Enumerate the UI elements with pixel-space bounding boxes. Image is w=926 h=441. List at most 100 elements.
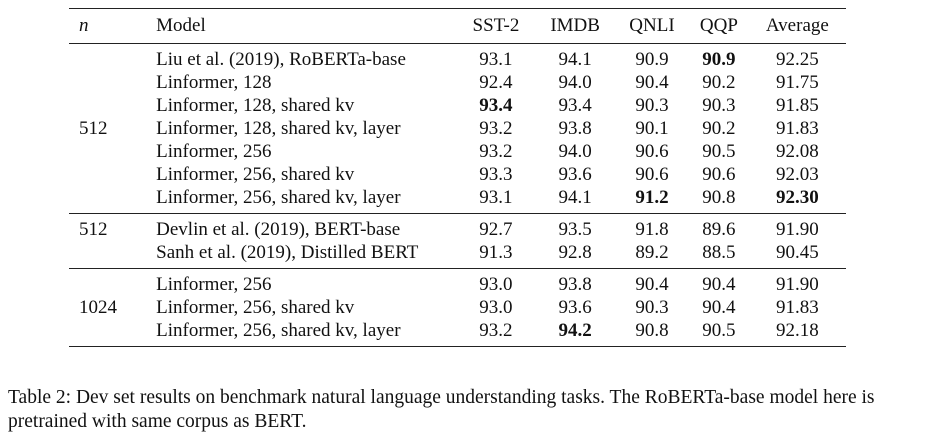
cell-imdb: 94.1: [535, 186, 614, 214]
table-header-row: n Model SST-2 IMDB QNLI QQP Average: [69, 9, 846, 44]
table-row: Linformer, 128, shared kv 93.4 93.4 90.3 90.…: [69, 94, 846, 117]
cell-average: 91.75: [749, 71, 846, 94]
cell-imdb: 94.1: [535, 44, 614, 72]
cell-n: [69, 94, 156, 117]
cell-model: Linformer, 256, shared kv, layer: [156, 319, 456, 347]
cell-model: Liu et al. (2019), RoBERTa-base: [156, 44, 456, 72]
table-row: Sanh et al. (2019), Distilled BERT 91.3 92…: [69, 241, 846, 269]
table-row: Linformer, 256 93.0 93.8 90.4 90.4 91.90: [69, 269, 846, 297]
cell-sst2: 92.4: [456, 71, 535, 94]
header-imdb: IMDB: [535, 9, 614, 44]
cell-average: 92.30: [749, 186, 846, 214]
cell-n: [69, 319, 156, 347]
cell-model: Linformer, 256: [156, 140, 456, 163]
cell-imdb: 94.0: [535, 140, 614, 163]
cell-average: 92.18: [749, 319, 846, 347]
table-row: 512 Devlin et al. (2019), BERT-base 92.7 93…: [69, 214, 846, 242]
cell-sst2: 93.1: [456, 186, 535, 214]
cell-average: 90.45: [749, 241, 846, 269]
cell-sst2: 93.1: [456, 44, 535, 72]
cell-sst2: 93.2: [456, 117, 535, 140]
cell-model: Linformer, 128: [156, 71, 456, 94]
cell-qnli: 90.4: [615, 71, 689, 94]
results-table-container: n Model SST-2 IMDB QNLI QQP Average Liu …: [69, 8, 846, 347]
cell-model: Linformer, 256: [156, 269, 456, 297]
cell-qqp: 90.8: [689, 186, 749, 214]
cell-qqp: 90.5: [689, 140, 749, 163]
cell-average: 91.85: [749, 94, 846, 117]
cell-n: [69, 44, 156, 72]
cell-qqp: 90.2: [689, 71, 749, 94]
cell-average: 91.90: [749, 214, 846, 242]
table-row: Linformer, 256, shared kv, layer 93.1 94.1…: [69, 186, 846, 214]
cell-qnli: 90.6: [615, 140, 689, 163]
table-row: Linformer, 256 93.2 94.0 90.6 90.5 92.08: [69, 140, 846, 163]
cell-model: Linformer, 128, shared kv: [156, 94, 456, 117]
cell-qnli: 91.8: [615, 214, 689, 242]
header-sst2: SST-2: [456, 9, 535, 44]
cell-model: Devlin et al. (2019), BERT-base: [156, 214, 456, 242]
table-body: Liu et al. (2019), RoBERTa-base 93.1 94.1 9…: [69, 44, 846, 347]
cell-qqp: 90.4: [689, 269, 749, 297]
table-row: 512 Linformer, 128, shared kv, layer 93.2 9…: [69, 117, 846, 140]
cell-sst2: 93.2: [456, 319, 535, 347]
cell-imdb: 94.0: [535, 71, 614, 94]
cell-model: Linformer, 256, shared kv: [156, 163, 456, 186]
cell-qqp: 90.6: [689, 163, 749, 186]
cell-n: [69, 71, 156, 94]
cell-n: 512: [69, 214, 156, 242]
cell-n: 1024: [69, 296, 156, 319]
cell-model: Linformer, 256, shared kv: [156, 296, 456, 319]
cell-qnli: 90.3: [615, 296, 689, 319]
cell-sst2: 93.0: [456, 296, 535, 319]
results-table: n Model SST-2 IMDB QNLI QQP Average Liu …: [69, 8, 846, 347]
cell-qqp: 90.5: [689, 319, 749, 347]
cell-qnli: 90.6: [615, 163, 689, 186]
header-qnli: QNLI: [615, 9, 689, 44]
cell-qqp: 90.3: [689, 94, 749, 117]
cell-qnli: 90.1: [615, 117, 689, 140]
cell-qqp: 88.5: [689, 241, 749, 269]
cell-imdb: 93.6: [535, 163, 614, 186]
cell-n: [69, 163, 156, 186]
cell-n: 512: [69, 117, 156, 140]
cell-model: Linformer, 128, shared kv, layer: [156, 117, 456, 140]
cell-n: [69, 241, 156, 269]
cell-average: 92.03: [749, 163, 846, 186]
cell-sst2: 93.2: [456, 140, 535, 163]
header-average: Average: [749, 9, 846, 44]
header-qqp: QQP: [689, 9, 749, 44]
cell-imdb: 93.5: [535, 214, 614, 242]
table-row: Linformer, 128 92.4 94.0 90.4 90.2 91.75: [69, 71, 846, 94]
header-model: Model: [156, 9, 456, 44]
cell-imdb: 93.4: [535, 94, 614, 117]
cell-average: 91.90: [749, 269, 846, 297]
cell-imdb: 93.8: [535, 117, 614, 140]
cell-qnli: 91.2: [615, 186, 689, 214]
cell-n: [69, 186, 156, 214]
table-row: Liu et al. (2019), RoBERTa-base 93.1 94.1 9…: [69, 44, 846, 72]
header-n: n: [69, 9, 156, 44]
cell-sst2: 93.0: [456, 269, 535, 297]
cell-n: [69, 269, 156, 297]
table-caption: Table 2: Dev set results on benchmark na…: [8, 386, 920, 434]
cell-average: 92.25: [749, 44, 846, 72]
cell-sst2: 92.7: [456, 214, 535, 242]
table-row: 1024 Linformer, 256, shared kv 93.0 93.6 90.…: [69, 296, 846, 319]
cell-average: 91.83: [749, 117, 846, 140]
table-row: Linformer, 256, shared kv 93.3 93.6 90.6 90.…: [69, 163, 846, 186]
cell-average: 92.08: [749, 140, 846, 163]
cell-sst2: 93.3: [456, 163, 535, 186]
cell-qqp: 90.9: [689, 44, 749, 72]
cell-n: [69, 140, 156, 163]
cell-sst2: 93.4: [456, 94, 535, 117]
table-row: Linformer, 256, shared kv, layer 93.2 94.2…: [69, 319, 846, 347]
cell-model: Linformer, 256, shared kv, layer: [156, 186, 456, 214]
cell-qqp: 89.6: [689, 214, 749, 242]
cell-qnli: 90.4: [615, 269, 689, 297]
cell-qnli: 90.8: [615, 319, 689, 347]
cell-model: Sanh et al. (2019), Distilled BERT: [156, 241, 456, 269]
cell-qnli: 90.3: [615, 94, 689, 117]
cell-qqp: 90.2: [689, 117, 749, 140]
cell-qnli: 89.2: [615, 241, 689, 269]
